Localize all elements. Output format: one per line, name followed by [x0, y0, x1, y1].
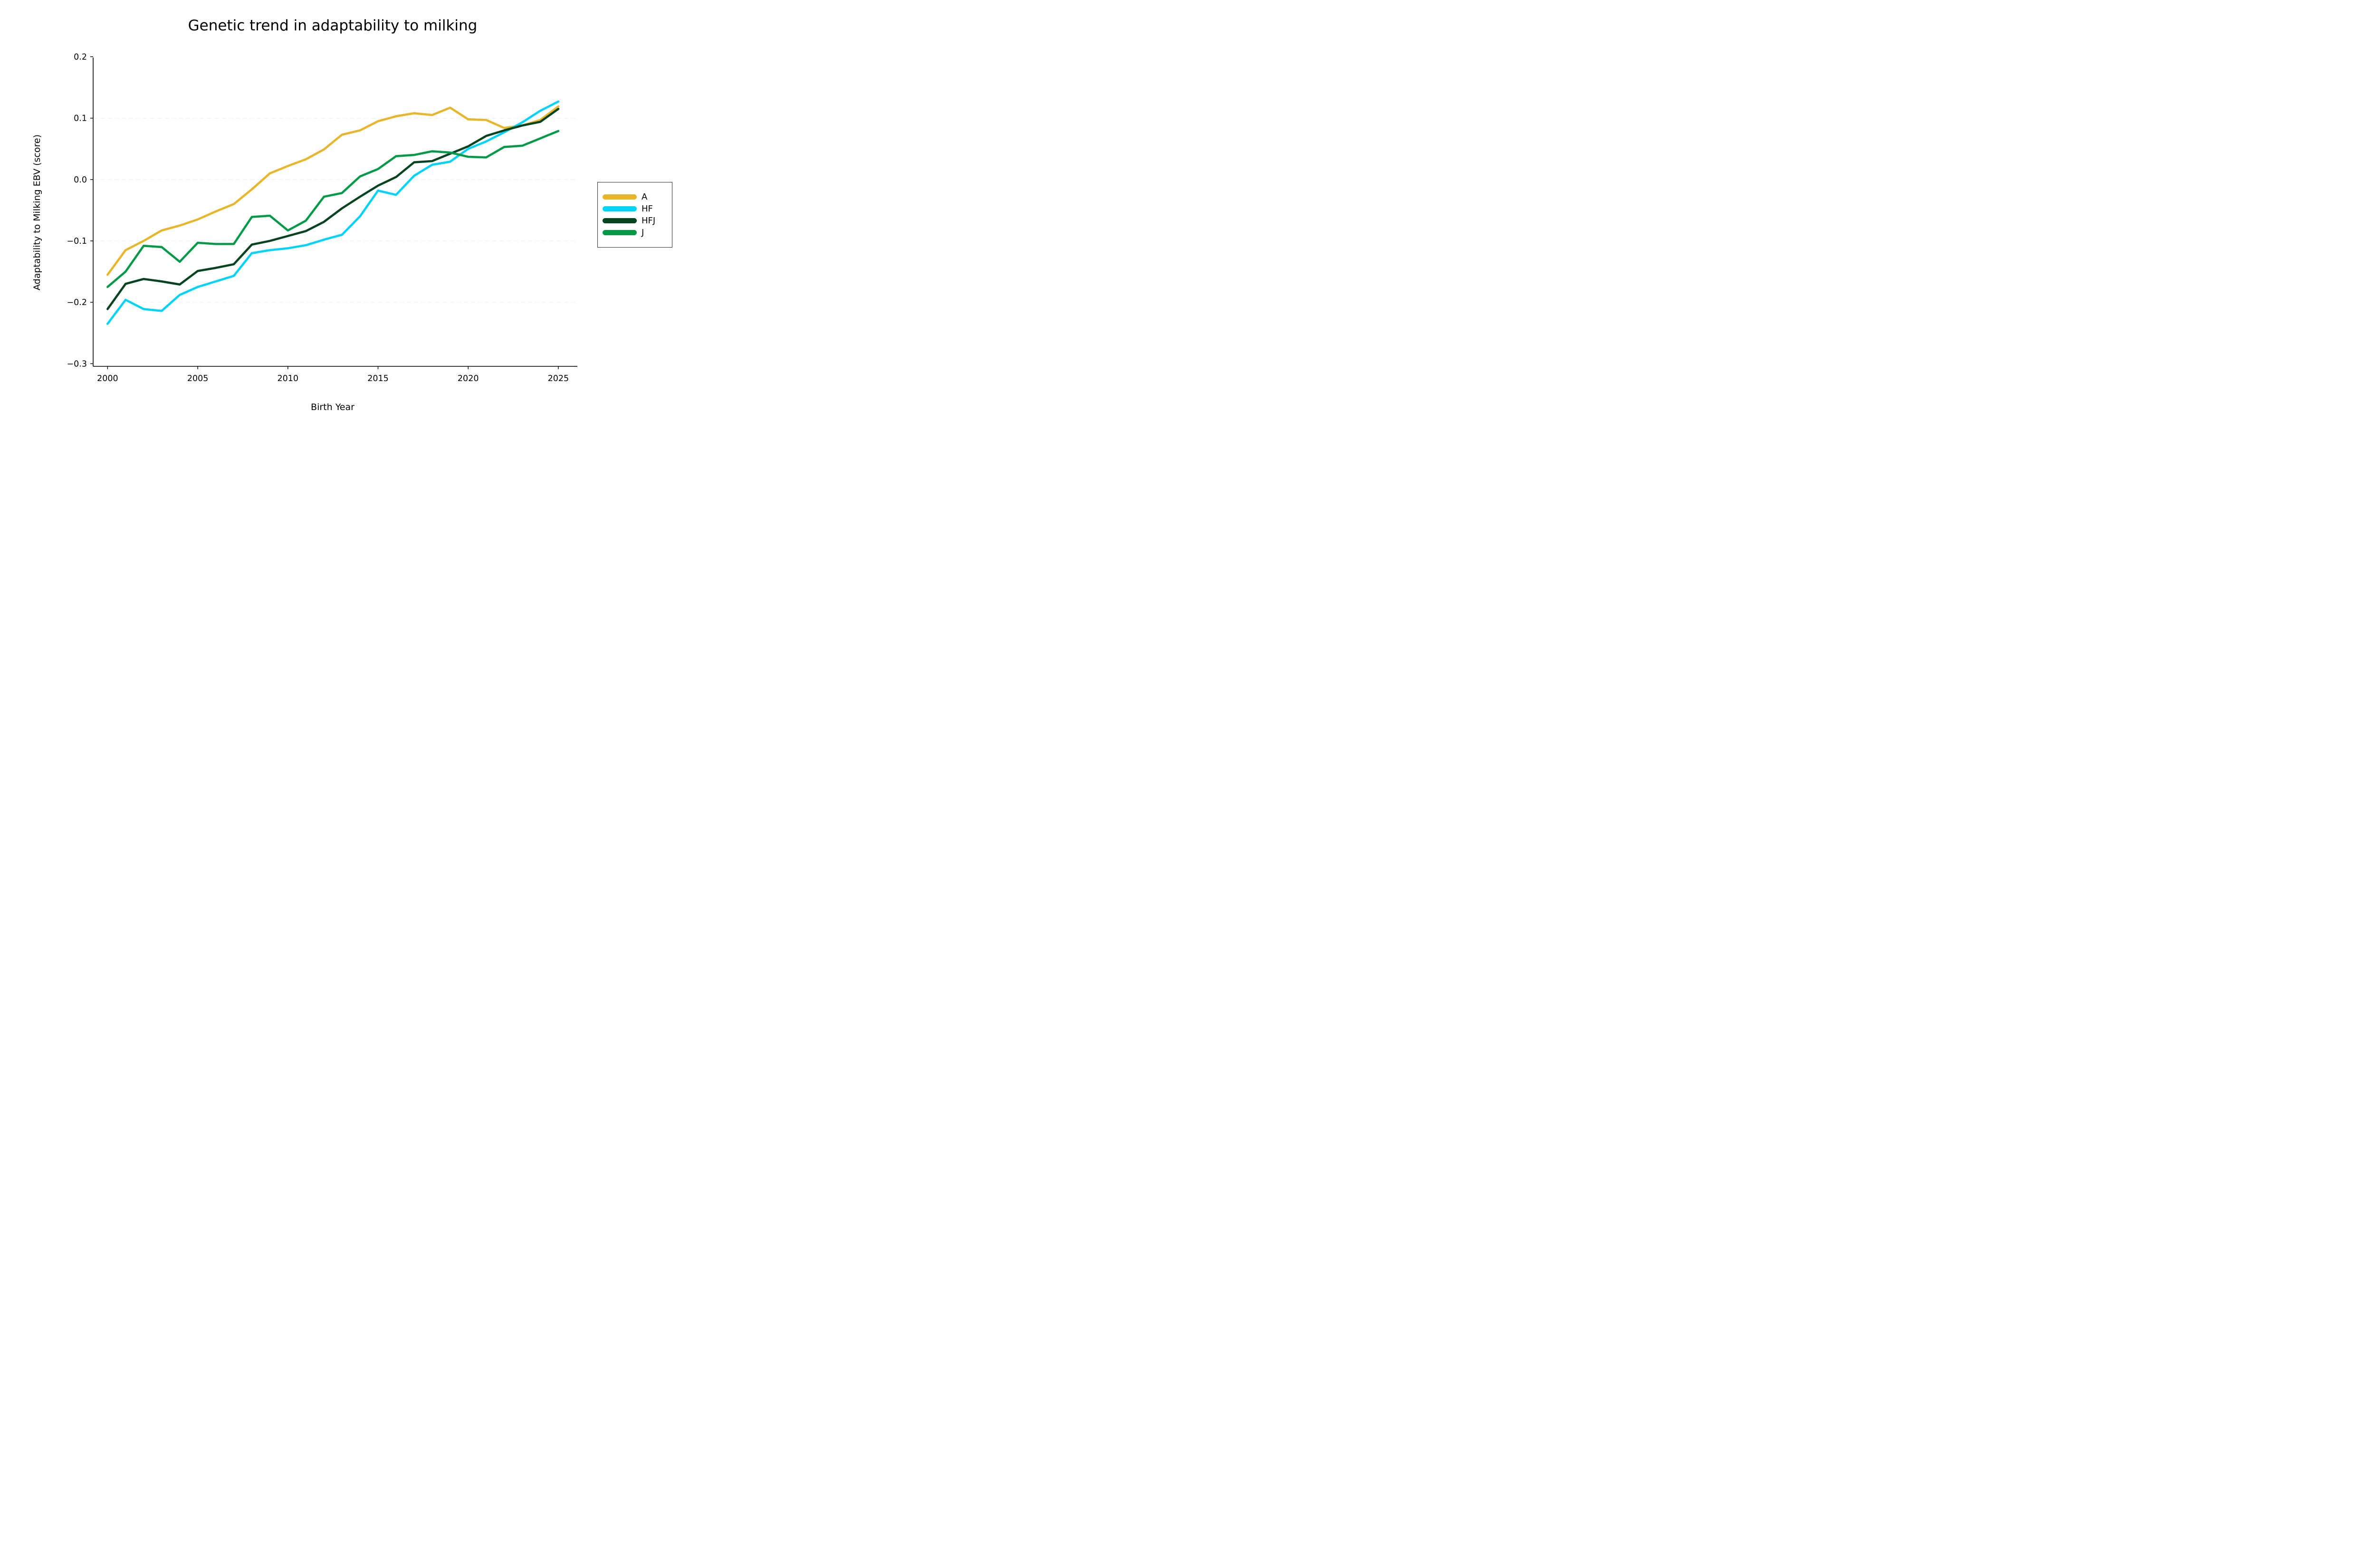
line-chart-plot-area: 0.2 0.1 0.0 −0.1 −0.2 −0.3 2000 2005 2010 2015 202… [67, 52, 577, 383]
series-line-j [106, 130, 560, 288]
x-tick-label: 2020 [458, 374, 479, 383]
series-line-hf [106, 100, 560, 325]
chart-canvas: Genetic trend in adaptability to milking… [0, 0, 713, 436]
legend-item-j: J [603, 227, 667, 238]
legend-swatch-hfj [603, 218, 637, 223]
x-axis-label: Birth Year [311, 402, 354, 412]
legend-item-a: A [603, 191, 667, 202]
legend-item-hf: HF [603, 203, 667, 214]
y-tick-label: −0.3 [67, 359, 87, 369]
series-line-a [106, 105, 560, 276]
legend-swatch-j [603, 230, 637, 235]
x-tick-label: 2025 [548, 374, 569, 383]
chart-title: Genetic trend in adaptability to milking [188, 17, 478, 34]
legend-label-a: A [642, 191, 648, 202]
x-tick-label: 2005 [187, 374, 209, 383]
legend-swatch-hf [603, 206, 637, 211]
y-tick-label: −0.1 [67, 237, 87, 246]
legend-swatch-a [603, 194, 637, 200]
x-tick-label: 2015 [367, 374, 389, 383]
y-tick-label: −0.2 [67, 298, 87, 307]
legend-label-hfj: HFJ [642, 215, 656, 226]
legend: A HF HFJ J [597, 182, 672, 248]
x-tick-label: 2000 [97, 374, 118, 383]
legend-item-hfj: HFJ [603, 215, 667, 226]
y-tick-label: 0.1 [74, 114, 87, 124]
legend-label-j: J [642, 227, 644, 238]
legend-label-hf: HF [642, 203, 653, 214]
x-tick-label: 2010 [278, 374, 299, 383]
y-tick-label: 0.2 [74, 52, 87, 62]
series-line-hfj [106, 107, 560, 310]
y-tick-label: 0.0 [74, 175, 87, 185]
